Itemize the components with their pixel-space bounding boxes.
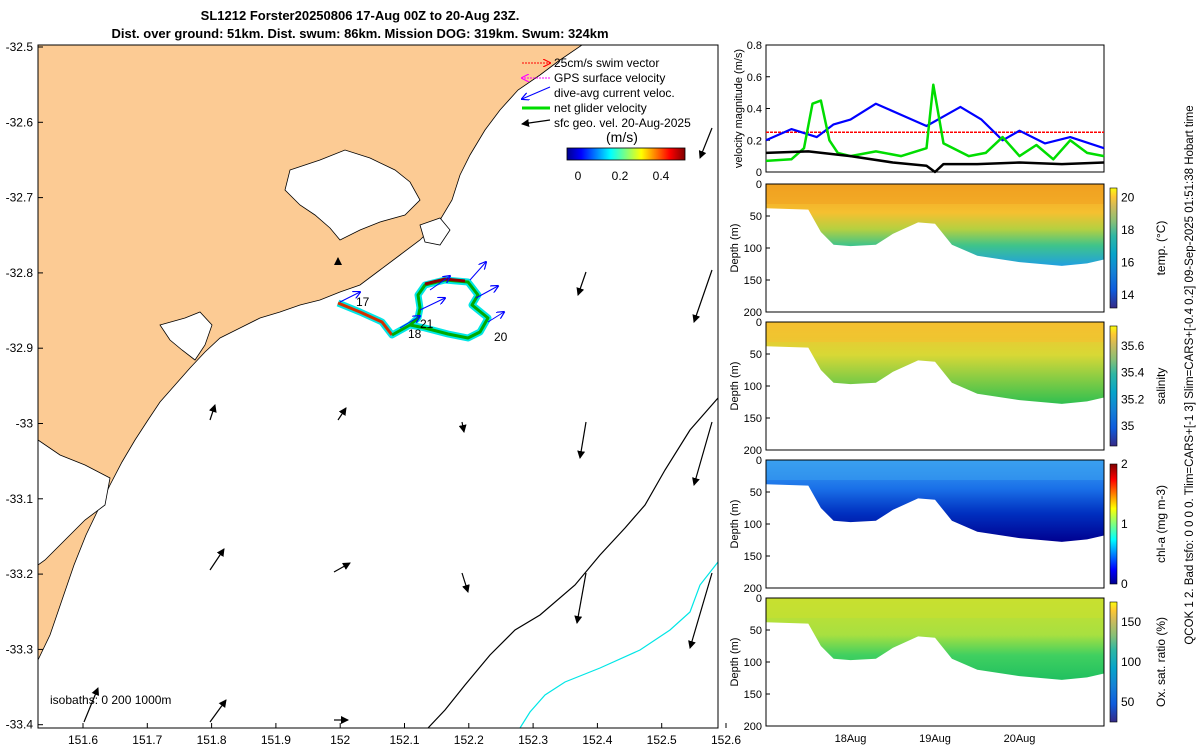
figure-title-line2: Dist. over ground: 51km. Dist. swum: 86k… — [111, 26, 609, 41]
figure-title-line1: SL1212 Forster20250806 17-Aug 00Z to 20-… — [200, 8, 520, 23]
lon-tick-label: 152.4 — [582, 733, 612, 747]
lon-tick-label: 152.6 — [711, 733, 741, 747]
day-label-18: 18 — [408, 327, 422, 341]
day-label-20: 20 — [494, 330, 508, 344]
lon-tick-label: 151.6 — [68, 733, 98, 747]
lat-tick-label: -33.2 — [6, 567, 34, 581]
lat-tick-label: -32.8 — [6, 266, 34, 280]
map-frame — [37, 44, 719, 729]
colorbar-title: (m/s) — [606, 129, 638, 145]
lat-tick-label: -33 — [16, 417, 34, 431]
lat-tick-label: -32.7 — [6, 191, 34, 205]
lake — [419, 217, 451, 246]
lake — [38, 439, 111, 566]
colorbar-tick-02: 0.2 — [612, 169, 629, 183]
lat-tick-label: -32.6 — [6, 115, 34, 129]
lake — [284, 149, 421, 241]
speed-colorbar — [566, 147, 686, 161]
lon-tick-label: 151.8 — [197, 733, 227, 747]
legend-geo: sfc geo. vel. 20-Aug-2025 — [554, 116, 691, 130]
lat-tick-label: -32.5 — [6, 40, 34, 54]
lon-tick-label: 151.9 — [261, 733, 291, 747]
isobath-1000m — [519, 561, 718, 728]
lon-tick-label: 152.5 — [647, 733, 677, 747]
dac-arrows — [339, 262, 504, 329]
lon-tick-label: 152.1 — [389, 733, 419, 747]
lon-tick-label: 152.2 — [454, 733, 484, 747]
legend-swim: 25cm/s swim vector — [554, 56, 659, 70]
isobath-label: isobaths: 0 200 1000m — [50, 693, 171, 707]
colorbar-tick-04: 0.4 — [653, 169, 670, 183]
day-label-21: 21 — [420, 317, 434, 331]
isobath-200m — [427, 397, 718, 728]
lat-tick-label: -33.3 — [6, 642, 34, 656]
lat-tick-label: -32.9 — [6, 341, 34, 355]
colorbar-tick-0: 0 — [575, 169, 582, 183]
map-legend: 25cm/s swim vector GPS surface velocity … — [522, 56, 691, 183]
day-label-17: 17 — [356, 295, 370, 309]
lon-tick-label: 152 — [330, 733, 350, 747]
lat-tick-label: -33.4 — [6, 718, 34, 732]
lake — [159, 311, 213, 361]
geo-velocity-arrows — [83, 127, 713, 724]
map-lat-ticks: -32.5 -32.6 -32.7 -32.8 -32.9 -33 -33.1 -33.2 -3… — [6, 40, 43, 732]
lon-tick-label: 151.7 — [132, 733, 162, 747]
legend-net: net glider velocity — [554, 101, 647, 115]
lat-tick-label: -33.1 — [6, 492, 34, 506]
legend-gps: GPS surface velocity — [554, 71, 665, 85]
map-lon-ticks: 151.6 151.7 151.8 151.9 152 152.1 152.2 152.3 15… — [68, 723, 741, 747]
lon-tick-label: 152.3 — [518, 733, 548, 747]
legend-dac: dive-avg current veloc. — [554, 86, 675, 100]
